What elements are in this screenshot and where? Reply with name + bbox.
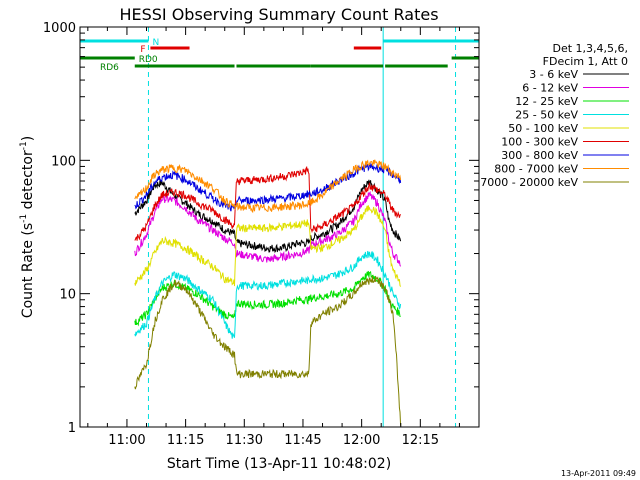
- series-line-5: [134, 165, 402, 241]
- legend-label-3: 25 - 50 keV: [515, 109, 578, 122]
- chart-title: HESSI Observing Summary Count Rates: [119, 5, 438, 24]
- x-tick-label-2: 11:30: [226, 433, 263, 448]
- status-bar-label-f: F: [140, 45, 145, 55]
- series-line-2: [134, 270, 401, 327]
- legend-label-7: 800 - 7000 keV: [494, 163, 578, 176]
- status-bar-label-rd6: RD6: [100, 63, 119, 73]
- y-tick-label-3: 1000: [43, 21, 76, 36]
- x-tick-label-3: 11:45: [284, 433, 321, 448]
- x-axis-label: Start Time (13-Apr-11 10:48:02): [167, 456, 391, 472]
- legend-header-0: Det 1,3,4,5,6,: [552, 42, 628, 55]
- y-tick-label-0: 1: [68, 421, 76, 436]
- series-line-8: [134, 275, 402, 426]
- y-axis-label: Count Rate (s-1 detector-1): [19, 136, 36, 318]
- legend-label-1: 6 - 12 keV: [522, 82, 578, 95]
- plot-frame: [79, 26, 480, 428]
- series-line-4: [134, 205, 402, 287]
- axes: 11:00 11:15 11:30 11:45 12:00 12:15 1 10 100 1000: [43, 21, 480, 448]
- timestamp: 13-Apr-2011 09:49: [561, 469, 636, 478]
- status-bar-label-rd0: RD0: [139, 55, 158, 65]
- x-tick-label-4: 12:00: [343, 433, 380, 448]
- legend-label-5: 100 - 300 keV: [501, 136, 578, 149]
- x-tick-label-0: 11:00: [108, 433, 145, 448]
- legend-label-4: 50 - 100 keV: [508, 122, 578, 135]
- x-tick-label-5: 12:15: [402, 433, 439, 448]
- series-line-3: [134, 250, 402, 339]
- y-tick-label-2: 100: [51, 154, 76, 169]
- series-line-1: [134, 190, 402, 267]
- series-line-7: [134, 159, 402, 214]
- status-bar-label-n: N: [152, 38, 159, 48]
- legend: Det 1,3,4,5,6,FDecim 1, Att 03 - 6 keV6 …: [480, 42, 629, 189]
- legend-label-6: 300 - 800 keV: [501, 149, 578, 162]
- y-tick-label-1: 10: [59, 288, 76, 303]
- x-tick-label-1: 11:15: [167, 433, 204, 448]
- legend-label-8: 7000 - 20000 keV: [480, 176, 578, 189]
- legend-header-1: FDecim 1, Att 0: [543, 55, 628, 68]
- legend-label-2: 12 - 25 keV: [515, 95, 578, 108]
- legend-label-0: 3 - 6 keV: [529, 68, 578, 81]
